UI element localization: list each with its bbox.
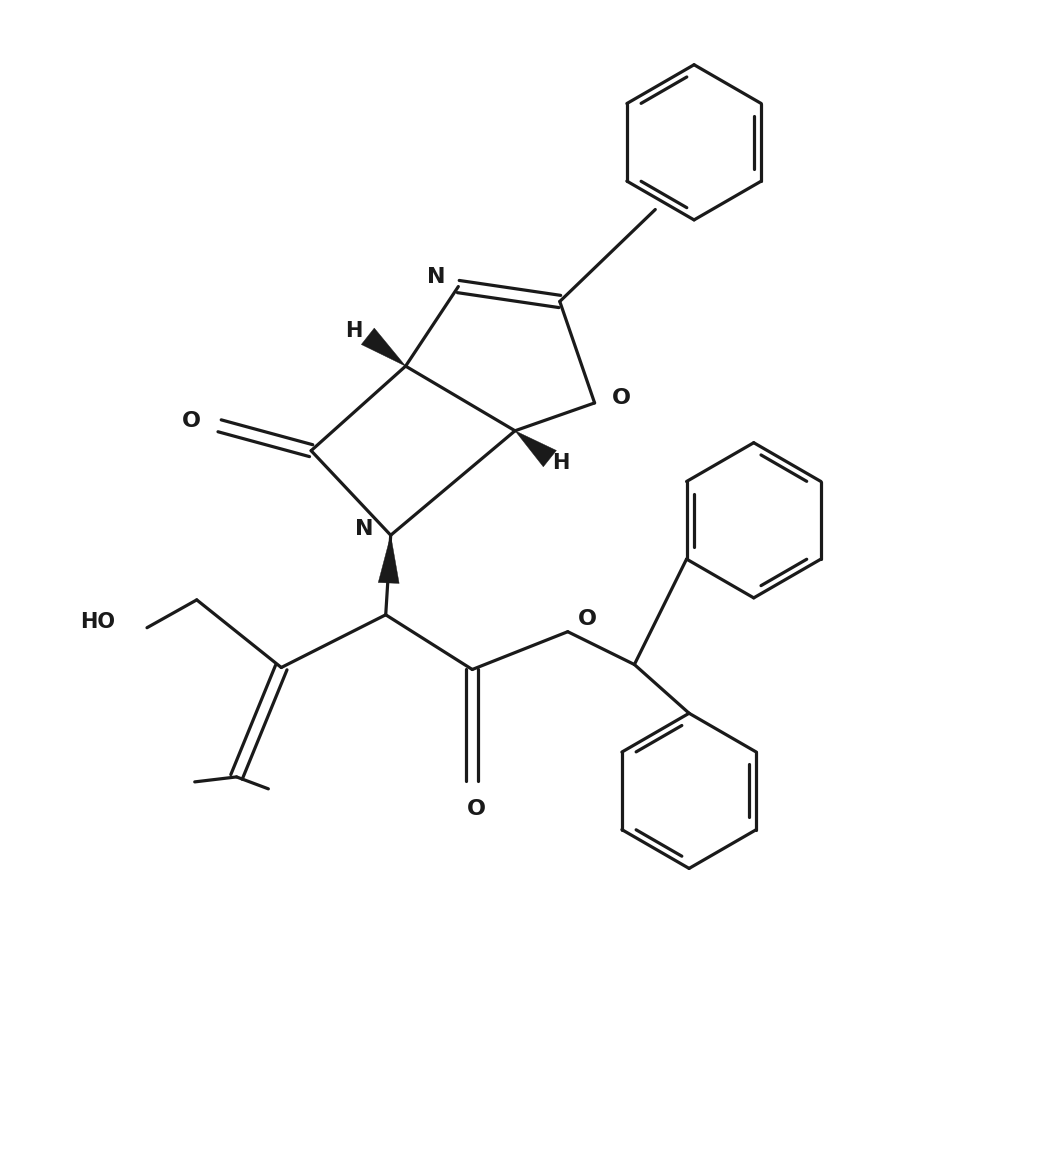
Text: O: O	[612, 388, 631, 408]
Text: HO: HO	[80, 612, 114, 631]
Text: O: O	[467, 799, 486, 819]
Text: O: O	[578, 608, 597, 629]
Text: H: H	[552, 453, 570, 473]
Text: N: N	[355, 520, 373, 539]
Polygon shape	[515, 431, 556, 467]
Text: O: O	[182, 411, 202, 431]
Polygon shape	[361, 328, 406, 366]
Text: N: N	[427, 267, 446, 286]
Polygon shape	[379, 535, 399, 583]
Text: H: H	[345, 321, 363, 342]
